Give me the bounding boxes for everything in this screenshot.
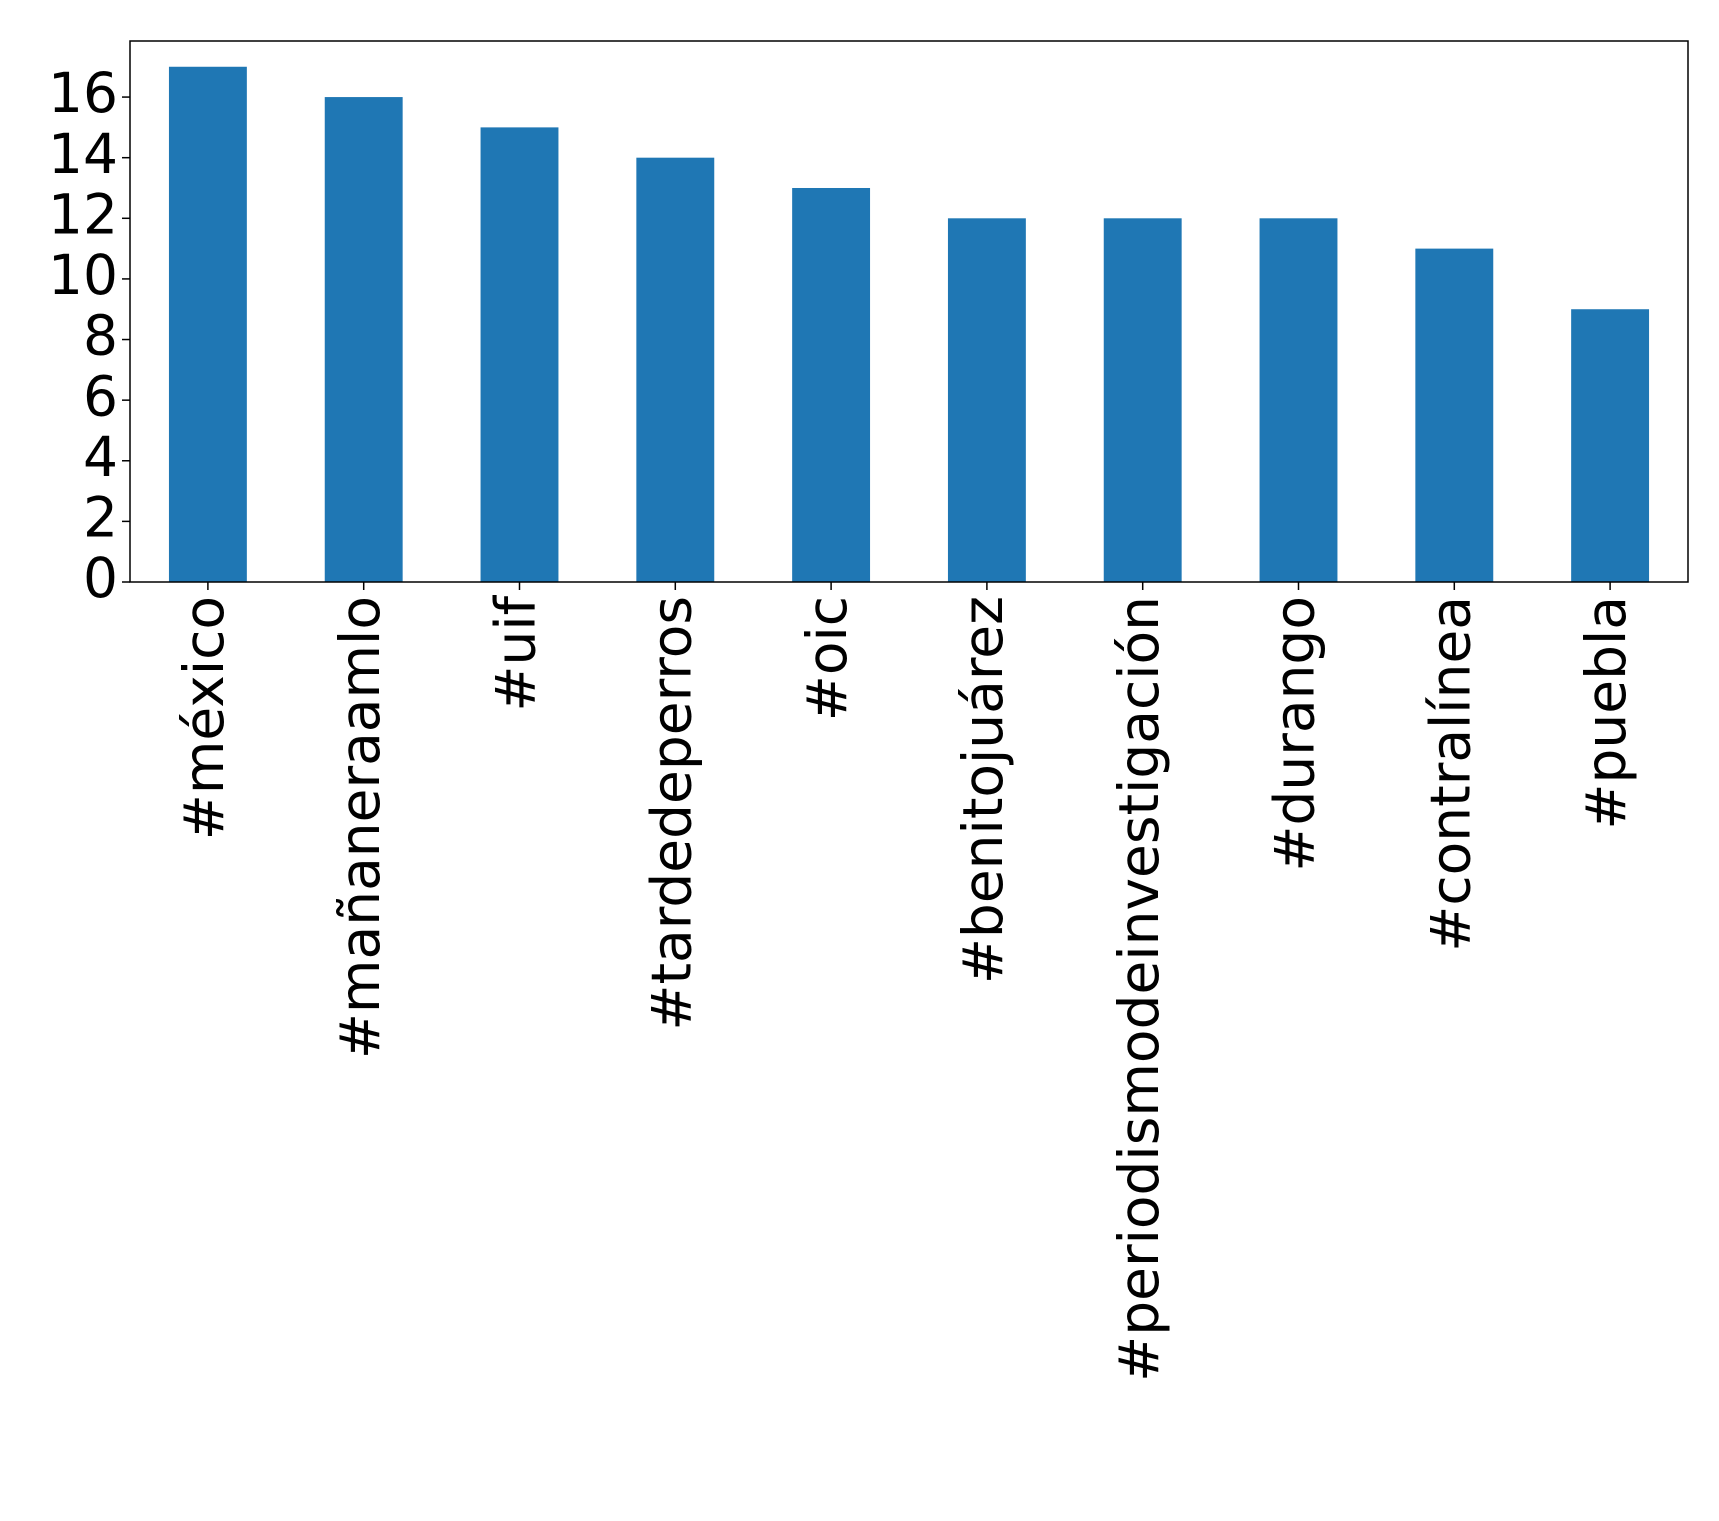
x-tick-label: #benitojuárez — [951, 596, 1015, 984]
x-tick-label: #mañaneraamlo — [328, 596, 392, 1059]
bar — [324, 97, 403, 582]
x-tick-label: #puebla — [1574, 596, 1638, 830]
x-tick-label: #tardedeperros — [639, 596, 703, 1031]
bar — [1259, 218, 1338, 582]
x-tick-label: #periodismodeinvestigación — [1107, 596, 1171, 1382]
y-tick-label: 10 — [48, 243, 118, 307]
x-tick-label: #contralínea — [1418, 596, 1482, 952]
bar — [1103, 218, 1182, 582]
y-tick-label: 2 — [83, 486, 118, 550]
y-tick-label: 8 — [83, 304, 118, 368]
y-tick-label: 0 — [83, 546, 118, 610]
bar — [636, 157, 715, 582]
bar — [947, 218, 1026, 582]
y-tick-label: 4 — [83, 425, 118, 489]
x-tick-label: #uif — [484, 594, 548, 711]
x-tick-label: #méxico — [172, 596, 236, 840]
bar — [480, 127, 559, 583]
bar — [1415, 248, 1494, 582]
bar — [792, 187, 871, 583]
plot-frame — [129, 40, 1689, 583]
y-tick-label: 14 — [48, 122, 118, 186]
bar — [168, 66, 247, 582]
bar — [1571, 309, 1650, 582]
y-tick-label: 6 — [83, 364, 118, 428]
x-tick-label: #oic — [795, 596, 859, 721]
y-tick-label: 12 — [48, 182, 118, 246]
y-tick-label: 16 — [48, 61, 118, 125]
x-tick-label: #durango — [1263, 596, 1327, 872]
